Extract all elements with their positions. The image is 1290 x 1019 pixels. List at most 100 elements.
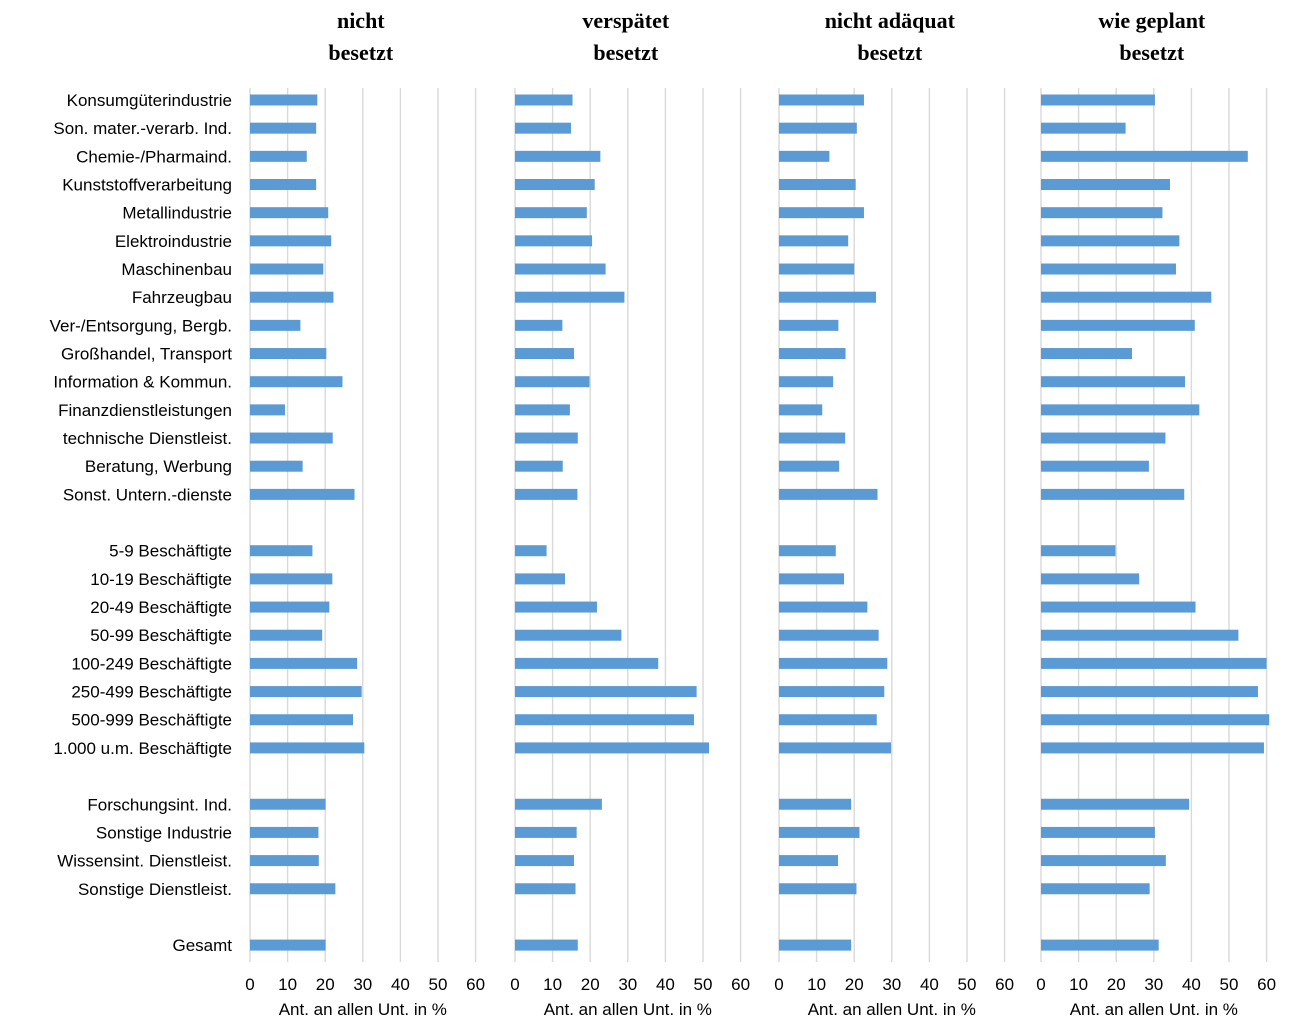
x-tick-label: 30 [882, 975, 901, 994]
panel-title: verspätet [582, 8, 669, 33]
category-label: Finanzdienstleistungen [58, 401, 232, 420]
x-tick-label: 50 [694, 975, 713, 994]
bar [1041, 460, 1149, 472]
x-tick-label: 40 [391, 975, 410, 994]
bar [515, 939, 578, 951]
panel-title: besetzt [328, 40, 393, 65]
bar [779, 855, 839, 867]
bar [250, 657, 358, 669]
bar [1041, 207, 1163, 219]
x-tick-label: 0 [245, 975, 254, 994]
x-axis-label: Ant. an allen Unt. in % [808, 1000, 976, 1019]
bar [250, 348, 327, 360]
x-tick-label: 20 [1107, 975, 1126, 994]
bar [250, 883, 336, 895]
bar [515, 629, 622, 641]
bar [779, 376, 834, 388]
bar [779, 657, 888, 669]
bar [250, 855, 319, 867]
bar [515, 404, 570, 416]
x-tick-label: 50 [958, 975, 977, 994]
category-label: Wissensint. Dienstleist. [57, 852, 232, 871]
category-label: Großhandel, Transport [61, 345, 232, 364]
bar [250, 122, 317, 134]
bar [1041, 404, 1200, 416]
bar [515, 883, 576, 895]
bar [1041, 122, 1126, 134]
bar [250, 376, 343, 388]
bar [779, 319, 839, 331]
x-tick-label: 40 [1182, 975, 1201, 994]
x-axis-label: Ant. an allen Unt. in % [544, 1000, 712, 1019]
category-label: Metallindustrie [122, 204, 232, 223]
x-tick-label: 30 [1144, 975, 1163, 994]
bar [779, 263, 855, 275]
bar [515, 545, 547, 557]
bar [250, 94, 318, 106]
x-tick-label: 0 [510, 975, 519, 994]
bar [779, 179, 856, 191]
bar [250, 179, 317, 191]
bar [515, 150, 601, 162]
bar [1041, 545, 1116, 557]
category-label: Ver-/Entsorgung, Bergb. [50, 316, 232, 335]
bar [779, 883, 857, 895]
x-tick-label: 60 [466, 975, 485, 994]
category-label: Son. mater.-verarb. Ind. [53, 119, 232, 138]
x-tick-label: 60 [995, 975, 1014, 994]
category-label: Fahrzeugbau [132, 288, 232, 307]
bar [515, 798, 602, 810]
x-tick-label: 50 [429, 975, 448, 994]
bar [1041, 94, 1155, 106]
category-label: Beratung, Werbung [85, 457, 232, 476]
bar [250, 826, 319, 838]
x-tick-label: 60 [731, 975, 750, 994]
category-label: Information & Kommun. [53, 373, 232, 392]
bar [515, 94, 573, 106]
bar [250, 629, 323, 641]
bar [250, 601, 330, 613]
bar [1041, 291, 1212, 303]
x-tick-label: 60 [1257, 975, 1276, 994]
bar [1041, 883, 1150, 895]
bar [779, 150, 830, 162]
x-tick-label: 30 [353, 975, 372, 994]
bar [515, 291, 625, 303]
bar [779, 742, 892, 754]
category-label: 5-9 Beschäftigte [109, 542, 232, 561]
category-label: 10-19 Beschäftigte [90, 570, 232, 589]
bar [1041, 826, 1155, 838]
bar [250, 432, 333, 444]
bar [1041, 235, 1180, 247]
bar [250, 207, 329, 219]
bar [779, 826, 860, 838]
bar [515, 826, 577, 838]
bar [1041, 573, 1140, 585]
bar [1041, 714, 1270, 726]
bar [779, 235, 849, 247]
category-label: 250-499 Beschäftigte [71, 683, 232, 702]
bar [250, 573, 333, 585]
bar [779, 488, 878, 500]
bar [515, 460, 563, 472]
bar [779, 798, 852, 810]
bar [1041, 629, 1239, 641]
bar [515, 122, 572, 134]
bar [1041, 348, 1132, 360]
bar [250, 460, 303, 472]
category-label: 500-999 Beschäftigte [71, 711, 232, 730]
category-label: Kunststoffverarbeitung [62, 176, 232, 195]
category-label: Sonstige Industrie [96, 823, 232, 842]
panel-title: besetzt [593, 40, 658, 65]
x-tick-label: 20 [316, 975, 335, 994]
bar [250, 404, 285, 416]
bar [1041, 742, 1264, 754]
panel-title: besetzt [857, 40, 922, 65]
category-label: 50-99 Beschäftigte [90, 626, 232, 645]
bar [779, 601, 868, 613]
bar [515, 714, 694, 726]
bar [250, 235, 332, 247]
bar [250, 714, 354, 726]
bar [250, 742, 365, 754]
